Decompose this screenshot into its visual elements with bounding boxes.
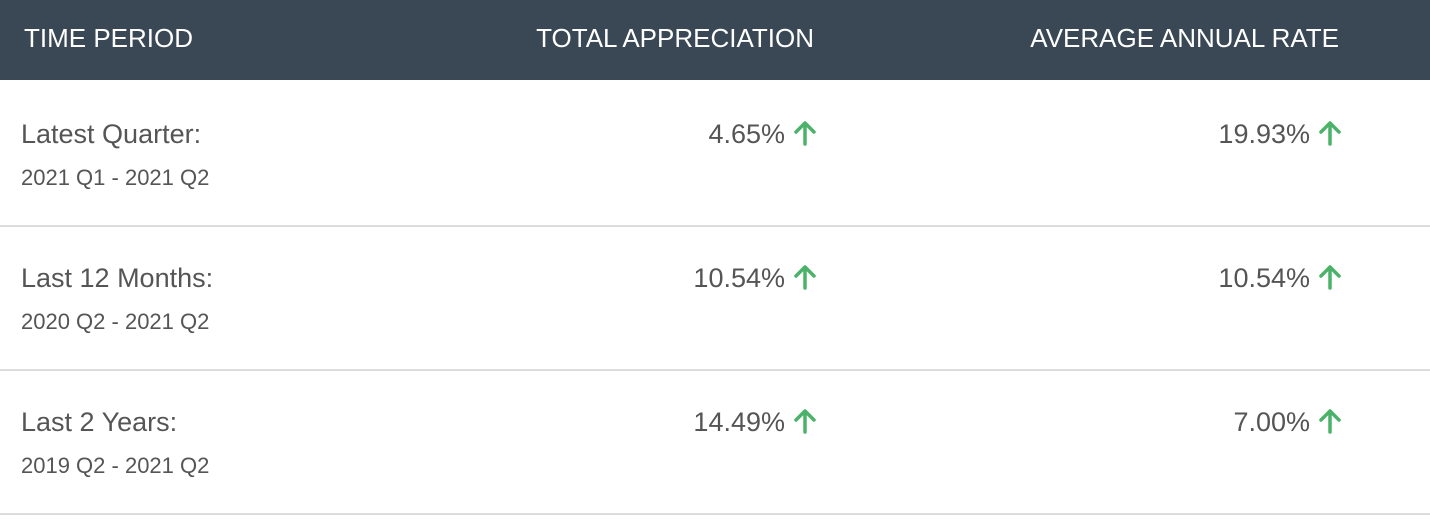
up-arrow-icon <box>1318 264 1342 295</box>
arrow-svg <box>1319 409 1341 434</box>
header-cell: TIME PERIOD <box>24 23 194 53</box>
up-arrow-icon <box>1318 120 1342 151</box>
table-header: TIME PERIOD TOTAL APPRECIATION AVERAGE A… <box>0 0 1430 80</box>
period-label: Latest Quarter: <box>21 119 202 149</box>
up-arrow-icon <box>793 408 817 439</box>
arrow-svg <box>1319 121 1341 146</box>
period-range: 2019 Q2 - 2021 Q2 <box>21 453 210 478</box>
period-label: Last 2 Years: <box>21 407 178 437</box>
total-appreciation: 14.49% <box>693 407 785 437</box>
table-row: Last 2 Years: 2019 Q2 - 2021 Q2 14.49% 7.00… <box>0 370 1430 515</box>
average-annual-rate: 7.00% <box>1233 407 1310 437</box>
header-cell: AVERAGE ANNUAL RATE <box>1030 23 1339 53</box>
up-arrow-icon <box>793 120 817 151</box>
period-range: 2020 Q2 - 2021 Q2 <box>21 309 210 334</box>
header-cell: TOTAL APPRECIATION <box>536 23 814 53</box>
arrow-svg <box>794 409 816 434</box>
up-arrow-icon <box>793 264 817 295</box>
average-annual-rate: 19.93% <box>1218 119 1310 149</box>
table-row: Latest Quarter: 2021 Q1 - 2021 Q2 4.65% 19.… <box>0 82 1430 227</box>
period-range: 2021 Q1 - 2021 Q2 <box>21 165 210 190</box>
total-appreciation: 4.65% <box>708 119 785 149</box>
arrow-svg <box>1319 265 1341 290</box>
up-arrow-icon <box>1318 408 1342 439</box>
period-label: Last 12 Months: <box>21 263 214 293</box>
table-row: Last 12 Months: 2020 Q2 - 2021 Q2 10.54% 10… <box>0 226 1430 371</box>
arrow-svg <box>794 265 816 290</box>
total-appreciation: 10.54% <box>693 263 785 293</box>
arrow-svg <box>794 121 816 146</box>
average-annual-rate: 10.54% <box>1218 263 1310 293</box>
